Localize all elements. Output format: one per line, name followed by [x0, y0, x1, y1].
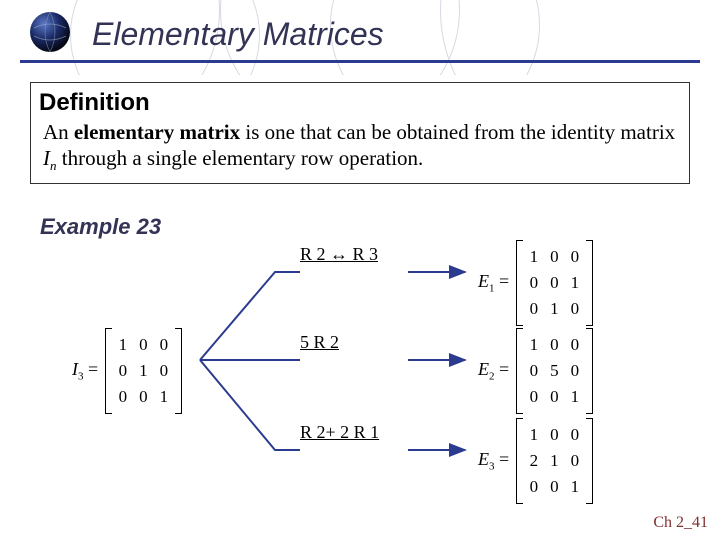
result-sub-1: 1: [489, 283, 495, 295]
result-name-2: E: [478, 359, 489, 379]
definition-body: An elementary matrix is one that can be …: [31, 119, 689, 175]
operation-label-1: R 2 ↔ R 3: [300, 244, 378, 265]
slide-number: Ch 2_41: [653, 514, 708, 532]
identity-matrix: I3 = 100010001: [72, 328, 182, 414]
def-text-pre: An: [43, 120, 74, 144]
result-matrix-1: E1 = 100001010: [478, 240, 593, 326]
definition-box: Definition An elementary matrix is one t…: [30, 82, 690, 184]
result-sub-3: 3: [489, 461, 495, 473]
equals-sign: =: [499, 271, 514, 291]
branch-diagram: [0, 0, 720, 540]
result-sub-2: 2: [489, 371, 495, 383]
identity-matrix-grid: 100010001: [105, 328, 183, 414]
result-grid-2: 100050001: [516, 328, 594, 414]
equals-sign: =: [499, 449, 514, 469]
operation-label-2: 5 R 2: [300, 332, 339, 353]
slide-title: Elementary Matrices: [92, 16, 384, 53]
result-name-3: E: [478, 449, 489, 469]
example-label: Example 23: [40, 214, 161, 240]
globe-bullet-icon: [28, 10, 72, 54]
operation-label-3: R 2+ 2 R 1: [300, 422, 379, 443]
equals-sign: =: [499, 359, 514, 379]
def-text-bold: elementary matrix: [74, 120, 240, 144]
definition-heading: Definition: [31, 89, 689, 119]
result-name-1: E: [478, 271, 489, 291]
identity-sub: 3: [78, 371, 84, 383]
result-grid-1: 100001010: [516, 240, 594, 326]
slide-header: Elementary Matrices: [0, 0, 720, 75]
def-text-mid: is one that can be obtained from the ide…: [240, 120, 675, 144]
equals-sign: =: [88, 359, 103, 379]
result-matrix-3: E3 = 100210001: [478, 418, 593, 504]
title-underline: [20, 60, 700, 63]
def-identity-symbol: I: [43, 146, 50, 170]
def-text-post: through a single elementary row operatio…: [57, 146, 424, 170]
result-matrix-2: E2 = 100050001: [478, 328, 593, 414]
result-grid-3: 100210001: [516, 418, 594, 504]
